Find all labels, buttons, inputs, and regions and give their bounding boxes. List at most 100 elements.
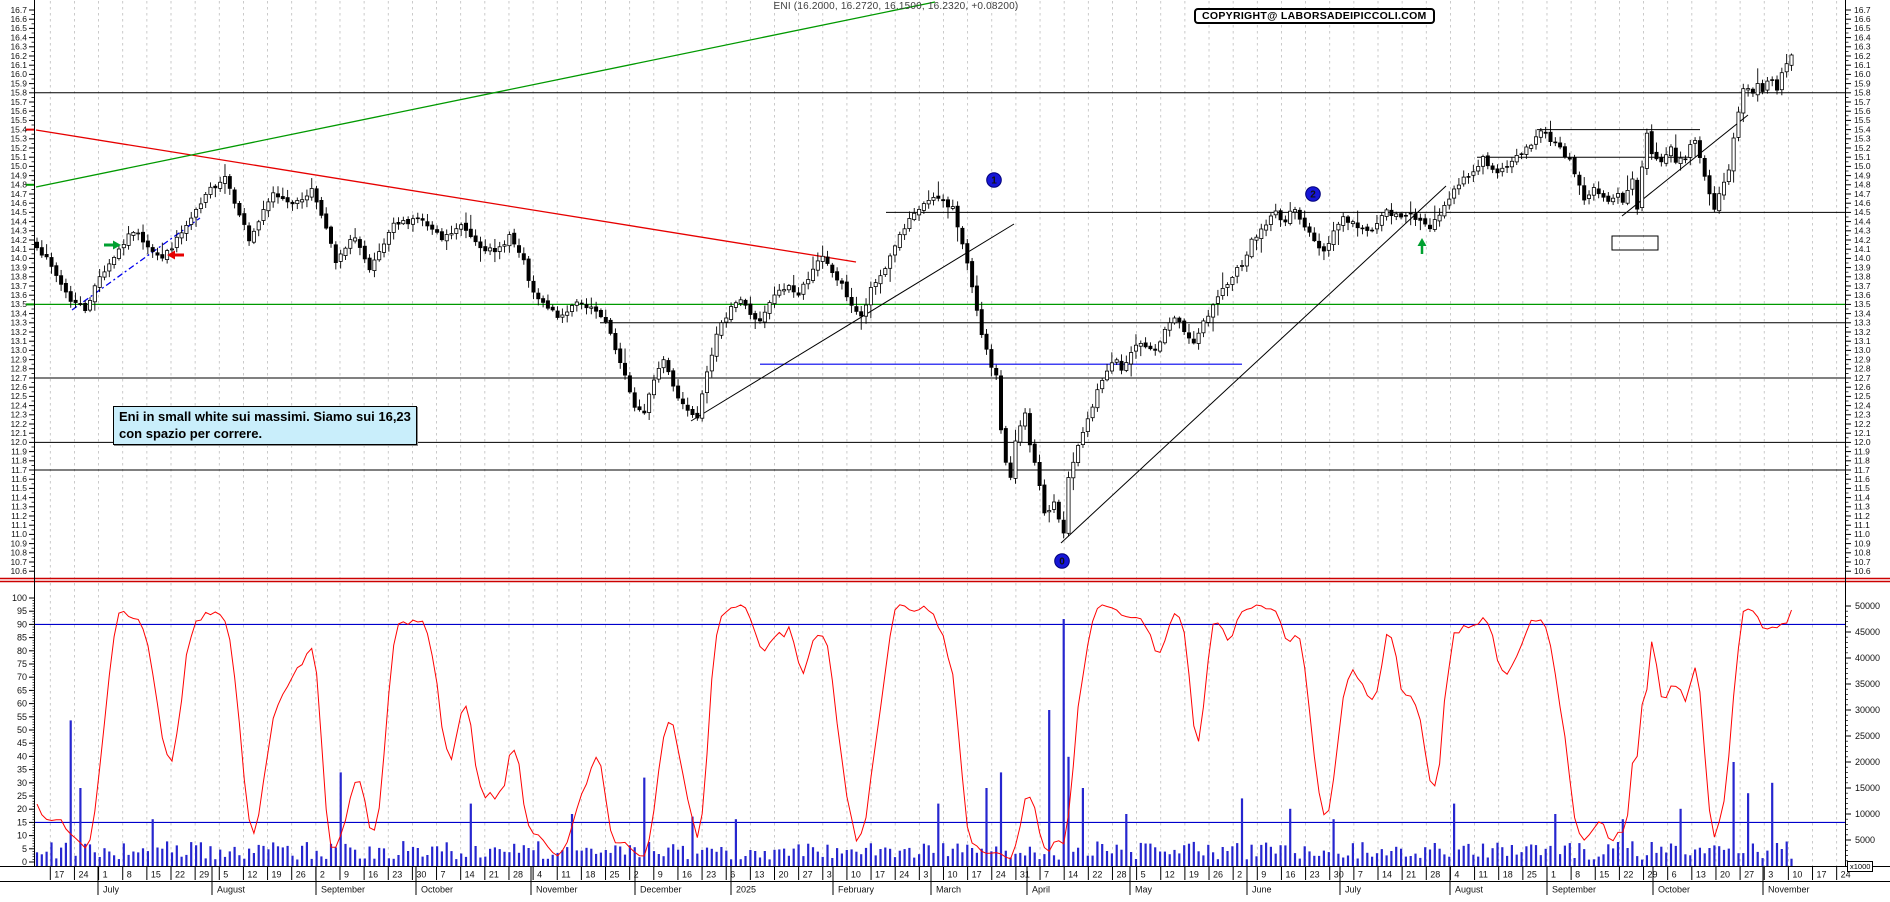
svg-text:15.5: 15.5: [10, 115, 27, 125]
svg-text:11.5: 11.5: [11, 483, 27, 493]
svg-text:11.7: 11.7: [1854, 465, 1870, 475]
svg-text:16: 16: [368, 870, 378, 880]
svg-text:August: August: [217, 885, 246, 895]
svg-text:16: 16: [682, 870, 692, 880]
svg-text:15.0: 15.0: [1854, 161, 1871, 171]
svg-text:11.2: 11.2: [11, 511, 27, 521]
volume-bars-layer: [35, 619, 1793, 866]
svg-text:4: 4: [1454, 870, 1459, 880]
svg-text:12.7: 12.7: [10, 373, 27, 383]
svg-text:November: November: [1768, 885, 1810, 895]
svg-text:80: 80: [17, 646, 27, 656]
svg-text:12.9: 12.9: [1854, 354, 1871, 364]
svg-text:13.4: 13.4: [1854, 308, 1871, 318]
svg-text:27: 27: [803, 870, 813, 880]
svg-text:16.1: 16.1: [1854, 60, 1871, 70]
svg-text:25: 25: [17, 791, 27, 801]
svg-text:13.1: 13.1: [10, 336, 27, 346]
svg-text:24: 24: [1841, 870, 1851, 880]
svg-text:16: 16: [1285, 870, 1295, 880]
svg-text:11: 11: [561, 870, 570, 880]
svg-text:13.0: 13.0: [1854, 345, 1871, 355]
svg-text:13.9: 13.9: [1854, 262, 1871, 272]
svg-text:30: 30: [416, 870, 426, 880]
svg-text:3: 3: [923, 870, 928, 880]
svg-text:0: 0: [1059, 557, 1065, 568]
svg-text:11.4: 11.4: [1854, 492, 1870, 502]
svg-text:9: 9: [344, 870, 349, 880]
svg-text:10: 10: [1792, 870, 1802, 880]
svg-text:13.9: 13.9: [10, 262, 27, 272]
left-arrow-icon: [167, 250, 184, 260]
svg-text:July: July: [103, 885, 120, 895]
svg-text:12.4: 12.4: [1854, 400, 1871, 410]
svg-text:10: 10: [17, 831, 27, 841]
callout-2-marker: 2: [1305, 186, 1321, 202]
marker-layer: 1 2 0: [104, 172, 1659, 569]
svg-text:24: 24: [899, 870, 909, 880]
svg-text:12.1: 12.1: [1854, 428, 1871, 438]
svg-text:10.7: 10.7: [1854, 557, 1871, 567]
svg-text:55: 55: [17, 712, 27, 722]
svg-text:September: September: [321, 885, 365, 895]
svg-text:8: 8: [127, 870, 132, 880]
svg-text:15.3: 15.3: [10, 134, 27, 144]
svg-text:100: 100: [12, 593, 27, 603]
empty-annotation-box: [1611, 235, 1659, 251]
svg-text:3: 3: [827, 870, 832, 880]
svg-text:12.1: 12.1: [10, 428, 27, 438]
svg-text:20000: 20000: [1855, 757, 1880, 767]
svg-text:40000: 40000: [1855, 653, 1880, 663]
svg-text:14.0: 14.0: [10, 253, 27, 263]
svg-text:4: 4: [537, 870, 542, 880]
svg-text:March: March: [936, 885, 961, 895]
svg-text:14.9: 14.9: [10, 170, 27, 180]
svg-text:30: 30: [1334, 870, 1344, 880]
svg-text:10.6: 10.6: [10, 566, 27, 576]
svg-text:14.5: 14.5: [1854, 207, 1871, 217]
svg-text:85: 85: [17, 633, 27, 643]
svg-text:11.3: 11.3: [11, 502, 27, 512]
svg-text:45000: 45000: [1855, 627, 1880, 637]
svg-text:18: 18: [1503, 870, 1513, 880]
svg-text:0: 0: [22, 857, 27, 867]
svg-text:12: 12: [247, 870, 257, 880]
svg-text:29: 29: [199, 870, 209, 880]
svg-text:14.1: 14.1: [1854, 244, 1871, 254]
svg-text:27: 27: [1744, 870, 1754, 880]
svg-text:60: 60: [17, 699, 27, 709]
svg-text:11.6: 11.6: [11, 474, 27, 484]
svg-text:December: December: [640, 885, 682, 895]
svg-text:November: November: [536, 885, 578, 895]
svg-text:30000: 30000: [1855, 705, 1880, 715]
svg-text:August: August: [1455, 885, 1484, 895]
svg-text:13.5: 13.5: [1854, 299, 1871, 309]
svg-text:14.6: 14.6: [1854, 198, 1871, 208]
svg-text:30: 30: [17, 778, 27, 788]
svg-text:31: 31: [1020, 870, 1030, 880]
svg-text:40: 40: [17, 751, 27, 761]
svg-text:13.6: 13.6: [1854, 290, 1871, 300]
svg-text:20: 20: [17, 804, 27, 814]
svg-text:16.5: 16.5: [1854, 23, 1871, 33]
svg-text:16.5: 16.5: [10, 23, 27, 33]
svg-text:7: 7: [1358, 870, 1363, 880]
svg-text:14.2: 14.2: [10, 235, 27, 245]
svg-text:2: 2: [1310, 190, 1316, 201]
svg-text:16.2: 16.2: [1854, 51, 1871, 61]
svg-text:11.6: 11.6: [1854, 474, 1870, 484]
svg-text:5000: 5000: [1855, 835, 1875, 845]
svg-text:1: 1: [103, 870, 108, 880]
svg-text:14.2: 14.2: [1854, 235, 1871, 245]
svg-text:28: 28: [1430, 870, 1440, 880]
svg-text:16.3: 16.3: [1854, 42, 1871, 52]
svg-text:October: October: [421, 885, 453, 895]
svg-text:35000: 35000: [1855, 679, 1880, 689]
svg-text:11.7: 11.7: [11, 465, 27, 475]
svg-text:12.8: 12.8: [1854, 364, 1871, 374]
annotation-line2: con spazio per correre.: [119, 426, 263, 441]
svg-text:14.3: 14.3: [1854, 226, 1871, 236]
svg-text:9: 9: [658, 870, 663, 880]
svg-text:22: 22: [175, 870, 185, 880]
